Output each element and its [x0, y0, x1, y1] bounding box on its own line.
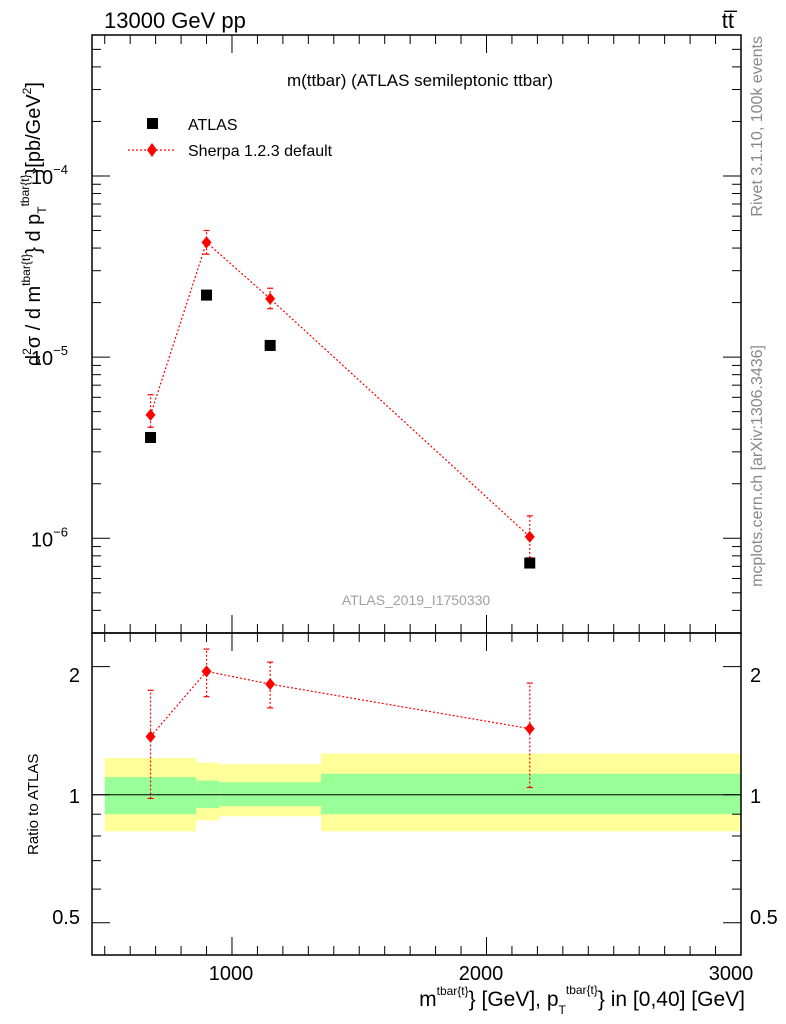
header-energy-label: 13000 GeV pp [104, 8, 246, 33]
xlabel-sub-t: T [559, 1003, 567, 1017]
ratio-y-ticks [92, 666, 741, 924]
ratio-band-inner [321, 773, 741, 815]
xlabel-mid: } [GeV], p [469, 988, 559, 1011]
legend-atlas-label: ATLAS [188, 117, 238, 134]
ylabel-sup-gev2: 2 [20, 87, 34, 94]
ratio-y-axis-label: Ratio to ATLAS [25, 754, 42, 855]
ylabel-sup-2: 2 [20, 348, 34, 355]
main-x-ticks [104, 35, 742, 633]
sherpa-ratio-point [265, 678, 276, 691]
atlas-main-point [145, 432, 157, 444]
sherpa-ratio-point [524, 722, 535, 735]
main-panel: m(ttbar) (ATLAS semileptonic ttbar) ATLA… [18, 34, 742, 634]
xlabel-m: m [419, 988, 437, 1011]
header-process-label: tt̅ [722, 8, 738, 33]
main-y-tick-label: 10−5 [31, 343, 68, 370]
ratio-tick-label-1-left: 1 [69, 786, 80, 808]
ylabel-sup-tbar-2: tbar{t} [18, 174, 32, 206]
x-tick-label-2000: 2000 [459, 963, 504, 985]
analysis-watermark: ATLAS_2019_I1750330 [342, 592, 491, 608]
ratio-bands [104, 753, 741, 832]
sherpa-main-point [145, 408, 156, 421]
ratio-tick-label-2-left: 2 [69, 665, 80, 687]
sherpa-main-line [149, 241, 531, 538]
atlas-main-point [201, 289, 213, 301]
atlas-main-point [524, 557, 536, 569]
main-y-tick-label: 10−4 [31, 162, 68, 189]
ratio-panel: 2 1 0.5 2 1 0.5 Ratio to ATLAS [25, 632, 778, 956]
legend-sherpa-marker [147, 143, 157, 157]
legend: ATLAS Sherpa 1.2.3 default [128, 117, 333, 160]
main-plot-title: m(ttbar) (ATLAS semileptonic ttbar) [287, 71, 553, 90]
legend-atlas-marker [147, 118, 158, 129]
x-axis-label: mtbar{t}} [GeV], pTtbar{t}} in [0,40] [G… [419, 983, 745, 1017]
rivet-version-label: Rivet 3.1.10, 100k events [749, 36, 766, 217]
ratio-tick-label-2-right: 2 [750, 665, 761, 687]
x-tick-label-3000: 3000 [709, 963, 754, 985]
main-y-ticks [92, 48, 741, 634]
main-y-tick-label: 10−6 [31, 524, 68, 551]
x-tick-label-1000: 1000 [209, 963, 254, 985]
mcplots-label: mcplots.cern.ch [arXiv:1306.3436] [749, 345, 766, 587]
ylabel-sigma: σ / d m [23, 286, 45, 348]
ratio-tick-label-05-left: 0.5 [52, 907, 80, 929]
ylabel-sup-tbar: tbar{t} [19, 254, 33, 286]
main-y-tick-labels: 10−4 10−5 10−6 [31, 162, 68, 551]
ratio-tick-label-1-right: 1 [750, 786, 761, 808]
xlabel-sup-2: tbar{t} [566, 983, 598, 997]
sherpa-main-point [265, 292, 276, 305]
sherpa-main-point [201, 236, 212, 249]
sherpa-ratio-point [145, 730, 156, 743]
sherpa-ratio-line [150, 670, 530, 737]
ratio-band-inner [219, 782, 322, 807]
ylabel-mid: } d p [23, 214, 45, 254]
sherpa-main-series [145, 229, 535, 559]
ratio-x-ticks [104, 633, 742, 955]
xlabel-sup-1: tbar{t} [437, 984, 469, 998]
ylabel-tail: }[pb/GeV [23, 94, 45, 175]
sherpa-ratio-series [145, 648, 535, 800]
sherpa-main-point [524, 530, 535, 543]
atlas-main-point [264, 339, 276, 351]
ylabel-sub-t: T [35, 206, 49, 214]
ratio-panel-frame [91, 632, 742, 956]
ratio-band-inner [104, 777, 197, 815]
main-y-axis-label: d2σ / d mtbar{t}} d pTtbar{t}}[pb/GeV2] [18, 82, 49, 366]
ylabel-end: ] [23, 82, 45, 88]
legend-sherpa-label: Sherpa 1.2.3 default [188, 143, 333, 160]
atlas-main-series [145, 289, 536, 569]
sherpa-ratio-point [201, 665, 212, 678]
ratio-tick-label-05-right: 0.5 [750, 907, 778, 929]
ylabel-lead: d [23, 355, 45, 366]
xlabel-tail: } in [0,40] [GeV] [598, 988, 745, 1011]
